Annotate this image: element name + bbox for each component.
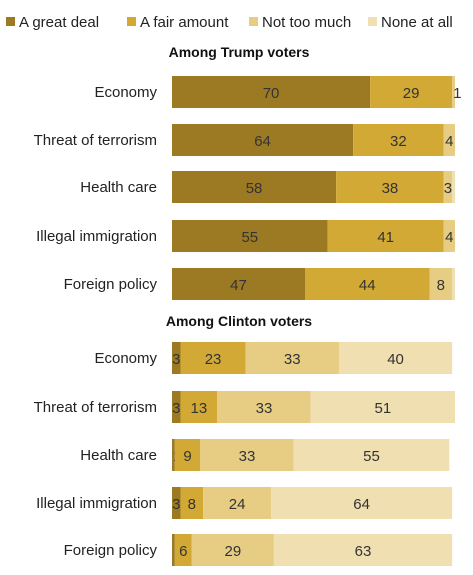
bar-segment <box>370 76 453 108</box>
data-label: 3 <box>444 180 452 197</box>
bar-segment <box>172 391 181 423</box>
data-label: 3 <box>172 400 180 417</box>
data-label: 58 <box>246 180 263 197</box>
bar-segment <box>245 342 339 374</box>
data-label: 1 <box>453 85 461 102</box>
data-label: 8 <box>188 496 196 513</box>
legend-label: None at all <box>381 14 453 31</box>
data-label: 29 <box>225 543 242 560</box>
category-label: Economy <box>94 84 157 101</box>
data-label: 33 <box>256 400 273 417</box>
bar-segment <box>305 268 430 300</box>
data-label: 44 <box>359 277 376 294</box>
bar-segment <box>172 534 175 566</box>
data-label: 33 <box>239 448 256 465</box>
legend-swatch <box>368 17 377 26</box>
data-label: 64 <box>353 496 370 513</box>
bar-segment <box>172 342 181 374</box>
bar-segment <box>180 342 246 374</box>
bar-segment <box>180 487 204 519</box>
category-label: Foreign policy <box>64 276 158 293</box>
bar-segment <box>172 268 306 300</box>
data-label: 9 <box>183 448 191 465</box>
bar-segment <box>273 534 453 566</box>
bar-segment <box>327 220 444 252</box>
bar-segment <box>174 439 201 471</box>
data-label: 41 <box>377 229 394 246</box>
data-label: 55 <box>363 448 380 465</box>
panel-title: Among Clinton voters <box>166 313 312 329</box>
data-label: 6 <box>179 543 187 560</box>
bar-segment <box>203 487 272 519</box>
bar-segment <box>191 534 274 566</box>
data-label: 33 <box>284 351 301 368</box>
data-label: 64 <box>254 133 271 150</box>
category-label: Health care <box>80 447 157 464</box>
data-label: 4 <box>445 229 453 246</box>
data-label: 3 <box>172 351 180 368</box>
data-label: 63 <box>355 543 372 560</box>
data-label: 24 <box>229 496 246 513</box>
legend-label: A great deal <box>19 14 99 31</box>
data-label: 4 <box>445 133 453 150</box>
bar-segment <box>174 534 192 566</box>
category-label: Health care <box>80 179 157 196</box>
category-label: Threat of terrorism <box>34 399 157 416</box>
bar-segment <box>338 342 453 374</box>
category-label: Foreign policy <box>64 542 158 559</box>
bar-segment <box>353 124 444 156</box>
data-label: 8 <box>437 277 445 294</box>
data-label: 55 <box>241 229 258 246</box>
data-label: 13 <box>191 400 208 417</box>
panel-title: Among Trump voters <box>169 44 310 60</box>
bar-segment <box>271 487 453 519</box>
data-label: 23 <box>205 351 222 368</box>
bar-segment <box>180 391 218 423</box>
legend-label: A fair amount <box>140 14 229 31</box>
category-label: Economy <box>94 350 157 367</box>
bar-segment <box>217 391 311 423</box>
category-label: Illegal immigration <box>36 495 157 512</box>
bar-segment <box>452 76 455 108</box>
category-label: Illegal immigration <box>36 228 157 245</box>
data-label: 38 <box>382 180 399 197</box>
data-label: 32 <box>390 133 407 150</box>
bar-segment <box>293 439 450 471</box>
bar-segment <box>443 171 453 203</box>
bar-segment <box>452 171 455 203</box>
legend-label: Not too much <box>262 14 351 31</box>
legend-swatch <box>6 17 15 26</box>
legend-swatch <box>127 17 136 26</box>
data-label: 70 <box>263 85 280 102</box>
bar-segment <box>172 171 337 203</box>
data-label: 3 <box>172 496 180 513</box>
bar-segment <box>172 220 328 252</box>
bar-segment <box>443 124 455 156</box>
bar-segment <box>452 268 455 300</box>
legend-swatch <box>249 17 258 26</box>
bar-segment <box>172 439 175 471</box>
category-label: Threat of terrorism <box>34 132 157 149</box>
bar-segment <box>172 487 181 519</box>
bar-segment <box>429 268 453 300</box>
bar-segment <box>172 124 354 156</box>
bar-segment <box>336 171 444 203</box>
bar-segment <box>310 391 455 423</box>
data-label: 40 <box>387 351 404 368</box>
bar-segment <box>443 220 455 252</box>
data-label: 47 <box>230 277 247 294</box>
data-label: 51 <box>374 400 391 417</box>
bar-segment <box>172 76 371 108</box>
bar-segment <box>200 439 294 471</box>
data-label: 29 <box>403 85 420 102</box>
